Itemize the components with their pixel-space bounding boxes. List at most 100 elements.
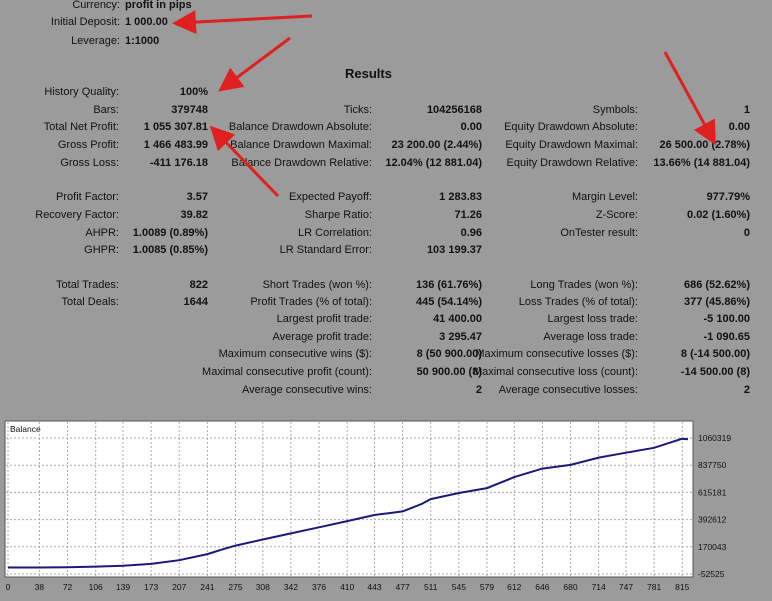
x-tick-label: 680 — [563, 582, 577, 592]
y-tick-label: 392612 — [698, 515, 727, 525]
col2-value: 50 900.00 (8) — [416, 366, 482, 378]
x-tick-label: 72 — [63, 582, 73, 592]
arrow-to-equity-drawdown-icon — [663, 51, 716, 146]
x-tick-label: 342 — [284, 582, 298, 592]
col1-label: Recovery Factor: — [35, 209, 119, 221]
col1-label: Total Trades: — [56, 279, 119, 291]
chart-plot-area — [4, 420, 694, 578]
col3-value: 1 — [743, 104, 750, 116]
col3-value: 686 (52.62%) — [683, 279, 750, 291]
col1-label: Gross Profit: — [57, 139, 119, 151]
col1-value: 822 — [189, 279, 208, 291]
col1-value: 3.57 — [186, 191, 208, 203]
col1-value: 1.0085 (0.85%) — [132, 244, 208, 256]
col2-label: LR Standard Error: — [279, 244, 372, 256]
col1-value: 1 466 483.99 — [143, 139, 208, 151]
col2-label: Sharpe Ratio: — [304, 209, 372, 221]
x-tick-label: 511 — [424, 582, 438, 592]
col2-label: Average consecutive wins: — [241, 384, 372, 396]
col3-value: 0.02 (1.60%) — [687, 209, 750, 221]
x-tick-label: 612 — [507, 582, 521, 592]
col3-label: Maximum consecutive losses ($): — [475, 348, 638, 360]
x-tick-label: 477 — [396, 582, 410, 592]
col3-label: Equity Drawdown Absolute: — [504, 121, 638, 133]
col2-label: Average profit trade: — [272, 331, 372, 343]
y-tick-label: 170043 — [698, 542, 727, 552]
col2-value: 3 295.47 — [439, 331, 482, 343]
col2-value: 23 200.00 (2.44%) — [391, 139, 482, 151]
col3-value: 0.00 — [728, 121, 750, 133]
col1-value: 379748 — [171, 104, 208, 116]
col2-label: Ticks: — [343, 104, 372, 116]
col2-value: 71.26 — [454, 209, 482, 221]
col1-label: Bars: — [93, 104, 119, 116]
x-tick-label: 646 — [535, 582, 549, 592]
col3-value: 26 500.00 (2.78%) — [659, 139, 750, 151]
col3-value: 13.66% (14 881.04) — [653, 157, 750, 169]
x-tick-label: 308 — [256, 582, 270, 592]
col2-label: Short Trades (won %): — [262, 279, 372, 291]
col1-value: 100% — [179, 86, 208, 98]
settings-leverage-label: Leverage: — [71, 35, 120, 47]
col2-value: 104256168 — [426, 104, 482, 116]
col2-label: Balance Drawdown Absolute: — [228, 121, 372, 133]
col3-value: -1 090.65 — [703, 331, 750, 343]
col2-label: Balance Drawdown Maximal: — [230, 139, 372, 151]
y-tick-label: 615181 — [698, 487, 727, 497]
col3-label: Long Trades (won %): — [530, 279, 638, 291]
x-tick-label: 139 — [116, 582, 130, 592]
col2-label: Largest profit trade: — [276, 313, 372, 325]
settings-leverage-value: 1:1000 — [125, 35, 160, 47]
col2-value: 12.04% (12 881.04) — [385, 157, 482, 169]
col1-label: Gross Loss: — [60, 157, 119, 169]
col3-label: Maximal consecutive loss (count): — [472, 366, 638, 378]
col2-value: 41 400.00 — [433, 313, 482, 325]
col1-value: 1.0089 (0.89%) — [132, 227, 208, 239]
col1-value: 39.82 — [180, 209, 208, 221]
chart-title: Balance — [10, 424, 41, 434]
col3-label: Average loss trade: — [543, 331, 638, 343]
x-tick-label: 815 — [675, 582, 689, 592]
x-tick-label: 0 — [6, 582, 11, 592]
x-tick-label: 275 — [228, 582, 242, 592]
col3-label: Z-Score: — [595, 209, 638, 221]
x-tick-label: 38 — [35, 582, 45, 592]
x-tick-label: 106 — [89, 582, 103, 592]
col2-value: 0.00 — [460, 121, 482, 133]
x-tick-label: 207 — [172, 582, 186, 592]
x-tick-label: 410 — [340, 582, 354, 592]
x-tick-label: 714 — [592, 582, 606, 592]
y-tick-label: 837750 — [698, 460, 727, 470]
col2-label: Expected Payoff: — [289, 191, 372, 203]
col2-value: 8 (50 900.00) — [416, 348, 482, 360]
y-tick-label: 1060319 — [698, 433, 731, 443]
col3-value: 8 (-14 500.00) — [680, 348, 750, 360]
col3-value: -14 500.00 (8) — [680, 366, 750, 378]
x-tick-label: 173 — [144, 582, 158, 592]
y-tick-label: -52525 — [698, 569, 725, 579]
col2-label: Profit Trades (% of total): — [250, 296, 372, 308]
col1-label: GHPR: — [84, 244, 119, 256]
col3-label: OnTester result: — [560, 227, 638, 239]
col2-value: 2 — [475, 384, 482, 396]
col3-value: -5 100.00 — [703, 313, 750, 325]
col3-label: Symbols: — [592, 104, 638, 116]
x-tick-label: 376 — [312, 582, 326, 592]
settings-deposit-label: Initial Deposit: — [50, 16, 120, 28]
col2-value: 445 (54.14%) — [415, 296, 482, 308]
col1-label: Profit Factor: — [56, 191, 119, 203]
col1-value: 1644 — [183, 296, 208, 308]
col3-value: 0 — [743, 227, 750, 239]
col3-value: 977.79% — [706, 191, 750, 203]
x-tick-label: 781 — [647, 582, 661, 592]
x-tick-label: 443 — [367, 582, 381, 592]
col2-label: Maximal consecutive profit (count): — [202, 366, 372, 378]
col1-label: Total Deals: — [61, 296, 119, 308]
col3-label: Average consecutive losses: — [498, 384, 638, 396]
arrow-to-quality-icon — [218, 36, 291, 92]
col2-label: Balance Drawdown Relative: — [231, 157, 372, 169]
settings-deposit-value: 1 000.00 — [125, 16, 168, 28]
col2-value: 0.96 — [460, 227, 482, 239]
col2-label: Maximum consecutive wins ($): — [218, 348, 372, 360]
col2-value: 1 283.83 — [439, 191, 482, 203]
